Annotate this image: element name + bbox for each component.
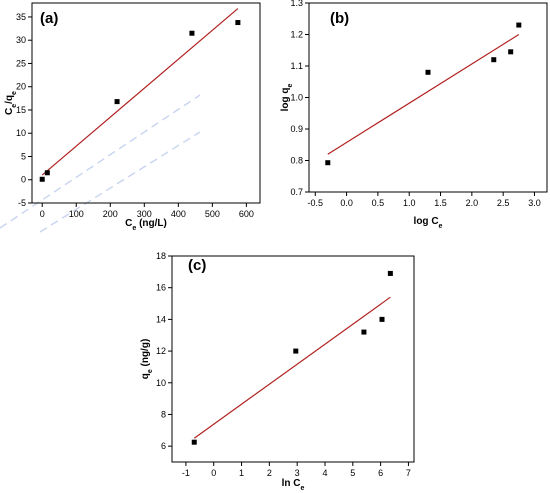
x-tick-label: 200: [103, 209, 118, 219]
data-point: [235, 20, 241, 26]
x-tick-label: 3: [295, 468, 300, 478]
plot-frame: [308, 2, 548, 193]
x-tick-label: 100: [69, 209, 84, 219]
x-axis-title: ln Ce: [282, 478, 305, 492]
data-point: [425, 69, 431, 75]
panel-label: (c): [188, 257, 206, 274]
y-tick-label: -5: [18, 198, 26, 208]
data-point: [379, 316, 385, 322]
x-tick-label: 600: [239, 209, 254, 219]
y-tick-label: 10: [156, 378, 166, 388]
y-tick-label: 20: [16, 82, 26, 92]
data-point: [44, 170, 50, 176]
x-tick-label: 3.0: [528, 198, 541, 208]
watermark-lines: [0, 94, 201, 233]
x-tick-label: 1.5: [434, 198, 447, 208]
panel-b: -0.5 0.0 0.5 1.0 1.5 2.0 2.5 3.0 0.7 0.8 0.9 1.0 1.1…: [280, 0, 548, 230]
x-tick-label: 0: [211, 468, 216, 478]
y-tick-label: 5: [21, 151, 26, 161]
x-tick-label: 5: [350, 468, 355, 478]
x-tick-label: 2: [267, 468, 272, 478]
x-tick-label: -0.5: [308, 198, 324, 208]
data-point: [293, 348, 299, 354]
x-axis-title: Ce (ng/L): [125, 218, 167, 232]
fit-line: [327, 33, 520, 155]
y-axis-title: qe (ng/g): [140, 339, 154, 380]
x-axis-title: log Ce: [414, 216, 443, 230]
y-tick-label: 30: [16, 35, 26, 45]
x-tick-label: 300: [137, 209, 152, 219]
x-tick-label: 6: [378, 468, 383, 478]
y-axis-title: log qe: [280, 84, 294, 112]
x-tick-label: 500: [205, 209, 220, 219]
data-point: [508, 49, 514, 55]
plot-frame: [171, 255, 415, 463]
y-tick-label: 1.2: [290, 30, 303, 40]
y-tick-label: 25: [16, 58, 26, 68]
y-tick-label: 1.3: [290, 0, 303, 8]
data-point: [387, 270, 393, 276]
x-tick-label: 1: [239, 468, 244, 478]
y-axis-title: Ce/qe: [4, 91, 18, 115]
panel-a: 0 100 200 300 400 500 600 -5 0 5 10 15 20 25 30 35 (a) Ce…: [4, 2, 261, 232]
x-tick-label: 2.5: [497, 198, 510, 208]
x-tick-label: 4: [322, 468, 327, 478]
y-tick-label: 6: [161, 441, 166, 451]
y-tick-label: 1.0: [290, 93, 303, 103]
data-point: [189, 30, 195, 36]
y-tick-label: 14: [156, 314, 166, 324]
x-tick-label: -1: [182, 468, 190, 478]
y-tick-label: 12: [156, 346, 166, 356]
data-point: [191, 439, 197, 445]
data-point: [325, 160, 331, 166]
panel-label: (b): [330, 10, 349, 27]
y-tick-label: 16: [156, 283, 166, 293]
y-tick-label: 0.9: [290, 124, 303, 134]
plot-frame: [31, 2, 261, 204]
x-tick-label: 1.0: [403, 198, 416, 208]
x-tick-label: 0: [40, 209, 45, 219]
x-tick-label: 2.0: [466, 198, 479, 208]
data-point: [114, 99, 120, 105]
y-tick-label: 35: [16, 12, 26, 22]
data-point: [491, 57, 497, 63]
data-point: [516, 22, 522, 28]
x-tick-label: 0.5: [372, 198, 385, 208]
y-tick-label: 0.8: [290, 156, 303, 166]
x-tick-label: 400: [171, 209, 186, 219]
y-tick-label: 1.1: [290, 61, 303, 71]
data-point: [39, 176, 45, 182]
y-tick-label: 8: [161, 409, 166, 419]
y-tick-label: 15: [16, 105, 26, 115]
data-point: [361, 329, 367, 335]
y-tick-label: 18: [156, 251, 166, 261]
x-tick-label: 7: [406, 468, 411, 478]
fit-line: [193, 296, 391, 439]
fit-line: [41, 8, 239, 176]
y-tick-label: 10: [16, 128, 26, 138]
x-tick-label: 0.0: [340, 198, 353, 208]
y-tick-label: 0: [21, 175, 26, 185]
panel-label: (a): [40, 10, 58, 27]
y-tick-label: 0.7: [290, 187, 303, 197]
